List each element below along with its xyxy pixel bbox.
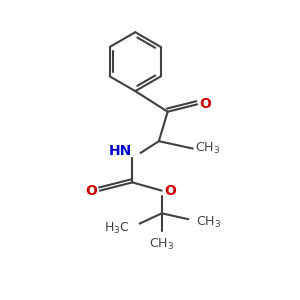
Text: CH$_3$: CH$_3$	[149, 237, 174, 252]
Text: CH$_3$: CH$_3$	[196, 214, 221, 230]
Text: O: O	[86, 184, 98, 198]
Text: O: O	[200, 98, 211, 111]
Text: H$_3$C: H$_3$C	[104, 220, 129, 236]
Text: HN: HN	[109, 145, 132, 158]
Text: O: O	[164, 184, 176, 198]
Text: CH$_3$: CH$_3$	[195, 141, 220, 156]
